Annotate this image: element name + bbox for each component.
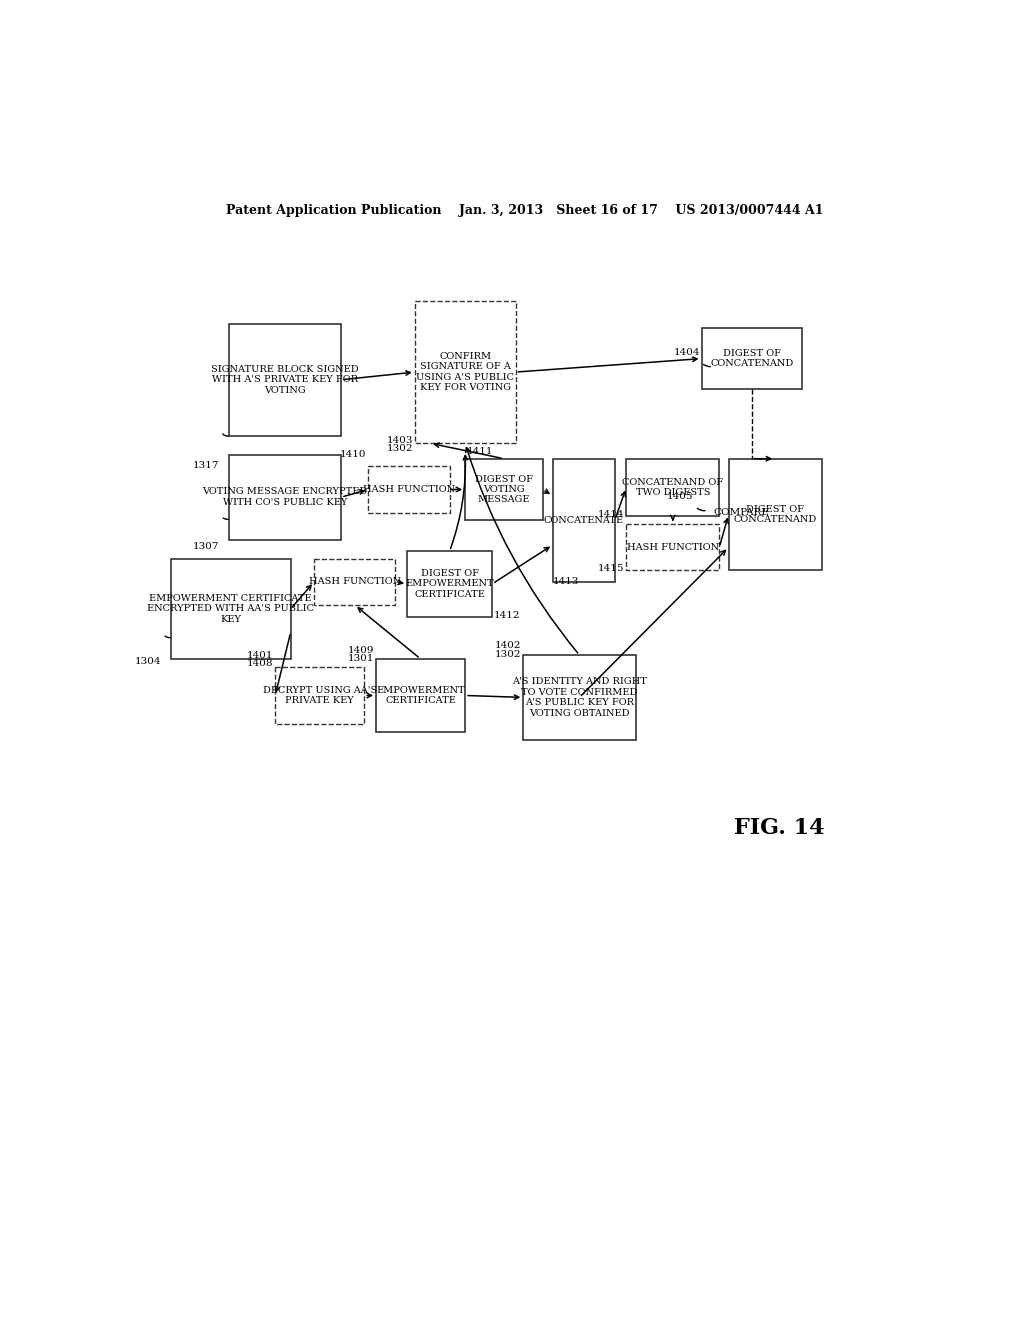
Bar [553, 459, 614, 582]
Text: CONFIRM
SIGNATURE OF A
USING A'S PUBLIC
KEY FOR VOTING: CONFIRM SIGNATURE OF A USING A'S PUBLIC … [416, 352, 514, 392]
Text: HASH FUNCTION: HASH FUNCTION [362, 484, 455, 494]
Text: 1302: 1302 [387, 444, 414, 453]
Text: CONCATENATE: CONCATENATE [544, 516, 624, 525]
Bar [171, 558, 291, 659]
Text: CONCATENAND OF
TWO DIGESTS: CONCATENAND OF TWO DIGESTS [623, 478, 723, 498]
Bar [627, 524, 719, 570]
Text: DECRYPT USING AA'S
PRIVATE KEY: DECRYPT USING AA'S PRIVATE KEY [263, 686, 377, 705]
Text: 1404: 1404 [674, 348, 700, 358]
Text: 1402: 1402 [496, 640, 521, 649]
Text: HASH FUNCTION: HASH FUNCTION [627, 543, 719, 552]
Text: HASH FUNCTION: HASH FUNCTION [308, 577, 400, 586]
Bar [228, 455, 341, 540]
Text: 1301: 1301 [348, 653, 375, 663]
Text: 1412: 1412 [494, 611, 520, 620]
Text: DIGEST OF
CONCATENAND: DIGEST OF CONCATENAND [711, 348, 794, 368]
Text: DIGEST OF
CONCATENAND: DIGEST OF CONCATENAND [733, 504, 817, 524]
Text: DIGEST OF
EMPOWERMENT
CERTIFICATE: DIGEST OF EMPOWERMENT CERTIFICATE [406, 569, 494, 599]
Text: FIG. 14: FIG. 14 [734, 817, 824, 840]
Text: 1408: 1408 [247, 659, 273, 668]
Text: SIGNATURE BLOCK SIGNED
WITH A'S PRIVATE KEY FOR
VOTING: SIGNATURE BLOCK SIGNED WITH A'S PRIVATE … [211, 364, 358, 395]
Bar [369, 466, 450, 512]
Text: 1401: 1401 [247, 652, 273, 660]
Bar [729, 459, 821, 570]
Bar [415, 301, 515, 444]
Bar [701, 327, 802, 389]
Text: Patent Application Publication    Jan. 3, 2013   Sheet 16 of 17    US 2013/00074: Patent Application Publication Jan. 3, 2… [226, 205, 823, 218]
Text: 1405: 1405 [668, 492, 693, 502]
Bar [627, 459, 719, 516]
Text: 1317: 1317 [193, 461, 219, 470]
Bar [275, 667, 365, 725]
Bar [376, 659, 465, 733]
Text: EMPOWERMENT
CERTIFICATE: EMPOWERMENT CERTIFICATE [376, 686, 465, 705]
Text: 1415: 1415 [598, 564, 625, 573]
Bar [314, 558, 395, 605]
Text: EMPOWERMENT CERTIFICATE
ENCRYPTED WITH AA'S PUBLIC
KEY: EMPOWERMENT CERTIFICATE ENCRYPTED WITH A… [147, 594, 314, 624]
Text: 1411: 1411 [467, 446, 494, 455]
Text: 1307: 1307 [193, 543, 219, 550]
Bar [465, 459, 543, 520]
Text: 1410: 1410 [340, 450, 367, 459]
Text: VOTING MESSAGE ENCRYPTED
WITH CO'S PUBLIC KEY: VOTING MESSAGE ENCRYPTED WITH CO'S PUBLI… [203, 487, 368, 507]
Text: 1302: 1302 [496, 649, 521, 659]
Text: 1403: 1403 [387, 436, 414, 445]
Bar [523, 655, 636, 739]
Text: 1413: 1413 [553, 577, 580, 586]
Text: A'S IDENTITY AND RIGHT
TO VOTE CONFIRMED
A'S PUBLIC KEY FOR
VOTING OBTAINED: A'S IDENTITY AND RIGHT TO VOTE CONFIRMED… [512, 677, 647, 718]
Text: 1414: 1414 [598, 510, 625, 519]
Text: DIGEST OF
VOTING
MESSAGE: DIGEST OF VOTING MESSAGE [475, 475, 532, 504]
Text: 1409: 1409 [348, 645, 375, 655]
Text: COMPARE: COMPARE [713, 508, 769, 517]
Bar [228, 323, 341, 436]
Text: 1304: 1304 [135, 657, 162, 667]
Bar [407, 552, 493, 616]
